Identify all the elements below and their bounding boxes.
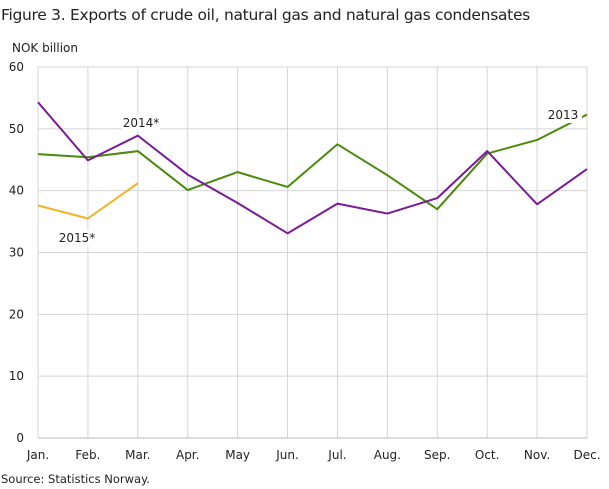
series-line-2013 (37, 113, 588, 211)
series-label-bg (58, 230, 96, 246)
y-tick-label: 40 (9, 184, 24, 198)
series-line-2014 (37, 101, 588, 235)
chart-title: Figure 3. Exports of crude oil, natural … (1, 6, 530, 24)
series-label: 2015* (59, 231, 96, 245)
x-tick-label: Jan. (26, 448, 49, 462)
x-tick-label: Jun. (275, 448, 299, 462)
y-axis-label: NOK billion (12, 41, 79, 55)
x-tick-label: Apr. (176, 448, 199, 462)
x-tick-label: Nov. (524, 448, 550, 462)
x-tick-label: Jul. (327, 448, 346, 462)
series-label-bg (544, 107, 582, 123)
x-tick-label: Mar. (125, 448, 150, 462)
y-tick-label: 10 (9, 369, 24, 383)
x-tick-label: May (225, 448, 250, 462)
x-tick-label: Oct. (475, 448, 500, 462)
y-tick-label: 50 (9, 122, 24, 136)
series-label: 2014* (123, 116, 160, 130)
x-tick-label: Aug. (374, 448, 401, 462)
y-tick-label: 30 (9, 246, 24, 260)
series-label-bg (122, 115, 160, 131)
x-tick-label: Dec. (573, 448, 600, 462)
series-label: 2013 (548, 108, 579, 122)
y-tick-label: 0 (16, 431, 24, 445)
y-tick-label: 60 (9, 60, 24, 74)
x-tick-label: Feb. (75, 448, 100, 462)
source-note: Source: Statistics Norway. (1, 472, 150, 486)
y-tick-label: 20 (9, 307, 24, 321)
x-tick-label: Sep. (424, 448, 450, 462)
